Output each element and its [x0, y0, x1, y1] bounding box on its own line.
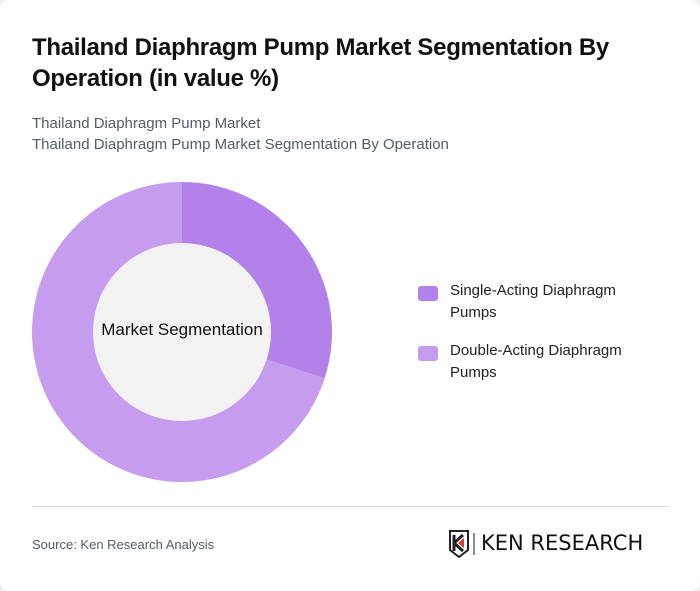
source-note: Source: Ken Research Analysis — [32, 537, 215, 552]
legend-item-double-acting[interactable]: Double-Acting Diaphragm Pumps — [418, 340, 658, 384]
ken-research-shield-icon — [449, 530, 475, 559]
legend-label: Double-Acting Diaphragm Pumps — [450, 342, 622, 381]
chart-subtitle: Thailand Diaphragm Pump Market Thailand … — [32, 113, 672, 155]
chart-title: Thailand Diaphragm Pump Market Segmentat… — [32, 34, 609, 92]
chart-legend: Single-Acting Diaphragm Pumps Double-Act… — [418, 280, 658, 400]
legend-swatch-single-acting — [418, 286, 438, 301]
donut-hole — [93, 243, 271, 421]
subtitle-segmentation: Thailand Diaphragm Pump Market Segmentat… — [32, 136, 449, 153]
subtitle-market: Thailand Diaphragm Pump Market — [32, 115, 261, 132]
footer-divider — [32, 506, 668, 507]
legend-label: Single-Acting Diaphragm Pumps — [450, 282, 616, 321]
ken-research-logo: KEN RESEARCH — [447, 530, 669, 559]
donut-center-label: Market Segmentation — [101, 320, 263, 339]
legend-swatch-double-acting — [418, 346, 438, 361]
legend-item-single-acting[interactable]: Single-Acting Diaphragm Pumps — [418, 280, 658, 324]
ken-research-wordmark: KEN RESEARCH — [481, 531, 644, 555]
